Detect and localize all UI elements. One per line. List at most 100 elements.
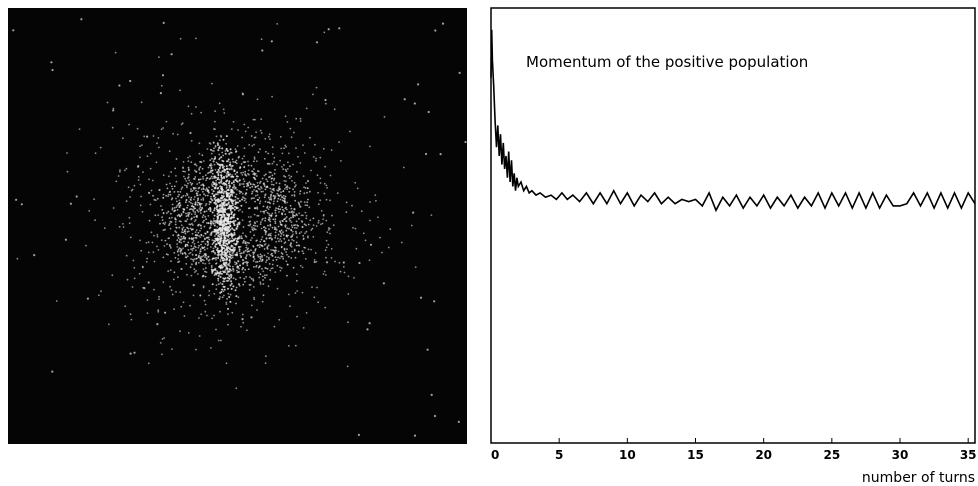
particle-point (227, 173, 230, 176)
particle-point (227, 292, 230, 295)
particle-point (224, 150, 227, 152)
particle-point (261, 245, 264, 248)
particle-point (119, 170, 121, 173)
particle-point (285, 146, 287, 148)
particle-point (190, 190, 192, 193)
particle-point (241, 157, 244, 160)
particle-point (216, 193, 219, 196)
particle-point (224, 264, 226, 267)
particle-point (227, 158, 230, 161)
particle-point (198, 235, 200, 237)
particle-point (267, 218, 270, 221)
particle-point (180, 248, 183, 251)
particle-point (282, 168, 285, 171)
particle-point (241, 268, 244, 271)
particle-point (322, 218, 325, 221)
particle-point (220, 255, 223, 258)
particle-point (175, 158, 178, 160)
particle-point (413, 434, 417, 437)
particle-point (207, 215, 210, 217)
particle-point (189, 266, 192, 269)
particle-point (182, 247, 184, 250)
particle-point (219, 224, 222, 226)
particle-point (215, 284, 218, 286)
particle-point (285, 186, 287, 189)
particle-point (307, 180, 309, 183)
particle-point (266, 248, 269, 250)
particle-point (195, 254, 198, 256)
particle-point (200, 233, 203, 236)
particle-point (180, 235, 183, 238)
particle-point (243, 197, 246, 200)
particle-point (205, 271, 208, 273)
particle-point (173, 209, 176, 212)
particle-point (150, 189, 153, 192)
particle-point (208, 178, 211, 180)
particle-point (223, 198, 226, 200)
particle-point (244, 241, 247, 243)
particle-point (234, 187, 236, 190)
particle-point (314, 252, 317, 254)
particle-point (329, 232, 331, 235)
particle-point (222, 138, 225, 141)
particle-point (253, 160, 255, 163)
particle-point (140, 195, 142, 198)
particle-point (305, 107, 308, 110)
particle-point (264, 217, 267, 220)
particle-point (232, 120, 235, 123)
particle-point (152, 251, 155, 254)
particle-point (210, 163, 212, 165)
particle-point (217, 228, 219, 231)
particle-point (238, 155, 240, 158)
particle-point (200, 111, 203, 114)
particle-point (223, 177, 226, 179)
particle-point (274, 212, 277, 214)
particle-point (251, 170, 254, 173)
particle-point (245, 201, 248, 204)
particle-point (313, 296, 316, 299)
particle-point (240, 191, 243, 194)
particle-point (302, 175, 305, 178)
particle-point (159, 92, 162, 95)
particle-point (193, 258, 196, 260)
particle-point (217, 199, 220, 202)
particle-point (302, 234, 305, 237)
particle-point (218, 153, 221, 156)
particle-point (232, 270, 235, 272)
particle-point (232, 265, 234, 268)
particle-point (229, 293, 232, 296)
particle-point (204, 262, 207, 265)
particle-point (225, 267, 228, 270)
particle-point (195, 106, 197, 108)
particle-point (259, 148, 261, 151)
particle-point (224, 216, 226, 219)
particle-point (293, 131, 295, 134)
particle-point (412, 211, 415, 214)
particle-point (305, 312, 308, 314)
particle-point (122, 226, 125, 228)
particle-point (220, 199, 222, 202)
particle-point (325, 246, 328, 249)
particle-point (229, 265, 232, 268)
particle-point (260, 260, 263, 262)
particle-point (203, 299, 206, 302)
particle-point (270, 190, 272, 193)
particle-point (430, 214, 433, 217)
particle-point (235, 262, 238, 265)
particle-point (267, 252, 269, 255)
particle-point (229, 284, 232, 287)
particle-point (274, 218, 277, 221)
particle-point (179, 238, 182, 241)
particle-point (204, 189, 207, 191)
particle-point (274, 220, 277, 223)
particle-point (224, 169, 227, 171)
particle-point (222, 192, 225, 195)
particle-point (175, 226, 178, 229)
particle-point (263, 240, 266, 243)
particle-point (217, 277, 220, 280)
particle-point (242, 226, 245, 228)
particle-point (219, 291, 222, 294)
particle-point (256, 214, 259, 217)
particle-point (220, 180, 223, 183)
particle-point (184, 228, 187, 231)
